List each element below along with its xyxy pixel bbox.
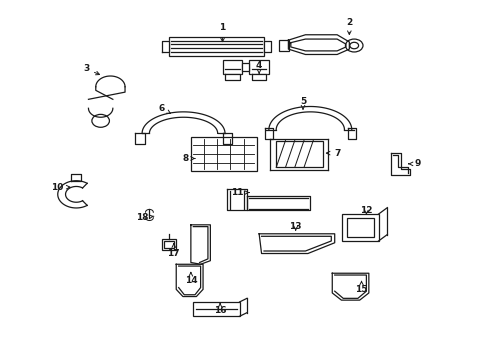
Text: 5: 5	[299, 96, 305, 109]
Bar	[163, 241, 173, 248]
Bar	[222, 60, 242, 74]
Polygon shape	[190, 225, 210, 264]
Polygon shape	[264, 128, 272, 139]
Bar	[190, 137, 256, 171]
Text: 17: 17	[167, 243, 180, 258]
Text: 13: 13	[289, 222, 301, 231]
Text: 16: 16	[213, 303, 226, 315]
Polygon shape	[246, 196, 310, 211]
Polygon shape	[390, 153, 409, 175]
Text: 15: 15	[355, 282, 367, 294]
Polygon shape	[222, 134, 232, 144]
Polygon shape	[264, 41, 271, 52]
Polygon shape	[176, 264, 203, 297]
Text: 14: 14	[184, 273, 197, 285]
Bar	[242, 63, 249, 71]
Text: 4: 4	[255, 61, 262, 73]
Bar	[193, 302, 239, 316]
Text: 3: 3	[83, 64, 100, 75]
Polygon shape	[71, 174, 81, 181]
Polygon shape	[331, 273, 368, 300]
Text: 9: 9	[408, 159, 420, 168]
Text: 8: 8	[183, 154, 194, 163]
Polygon shape	[224, 74, 239, 80]
Bar	[341, 214, 378, 241]
Bar	[278, 40, 289, 51]
Text: 10: 10	[50, 183, 70, 192]
Bar	[249, 60, 268, 74]
Bar	[161, 239, 176, 250]
Text: 1: 1	[219, 23, 225, 42]
Text: 12: 12	[360, 206, 372, 215]
Text: 11: 11	[230, 188, 248, 197]
Polygon shape	[251, 74, 266, 80]
Bar	[276, 140, 322, 167]
Polygon shape	[290, 39, 345, 51]
Bar	[346, 218, 373, 237]
Polygon shape	[288, 35, 348, 54]
Text: 7: 7	[325, 149, 340, 158]
Polygon shape	[161, 41, 168, 52]
Text: 6: 6	[158, 104, 170, 113]
Polygon shape	[135, 134, 144, 144]
Text: 18: 18	[136, 213, 154, 222]
Polygon shape	[227, 189, 246, 211]
Text: 2: 2	[346, 18, 352, 35]
Bar	[168, 37, 264, 56]
Polygon shape	[259, 234, 334, 253]
Polygon shape	[347, 128, 355, 139]
